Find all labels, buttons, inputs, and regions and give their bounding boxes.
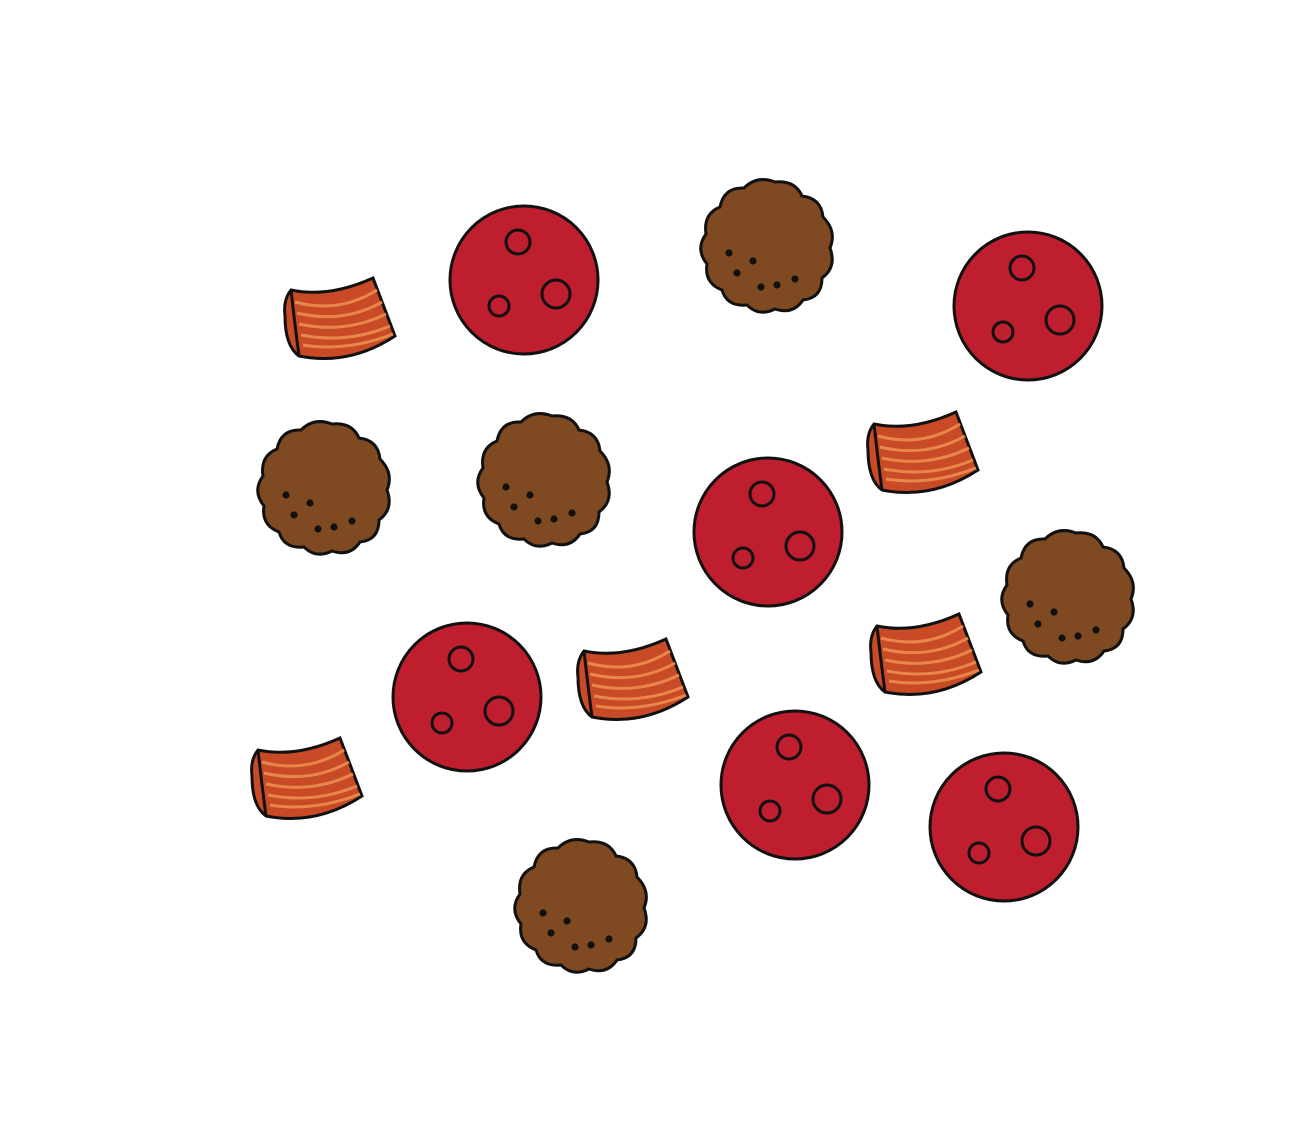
pepperoni-slice-icon (391, 621, 543, 773)
meatball-icon (699, 178, 834, 314)
bacon-strip-icon (866, 410, 980, 494)
pepperoni-slice-icon (719, 709, 871, 861)
bacon-strip-icon (576, 637, 690, 721)
bacon-strip-icon (250, 736, 364, 820)
pepperoni-slice-icon (928, 751, 1080, 903)
bacon-strip-icon (283, 276, 397, 360)
meatball-icon (476, 412, 611, 548)
pepperoni-slice-icon (952, 230, 1104, 382)
meatball-icon (1000, 529, 1135, 665)
meatball-icon (256, 420, 391, 556)
pepperoni-slice-icon (448, 204, 600, 356)
pepperoni-slice-icon (692, 456, 844, 608)
bacon-strip-icon (869, 612, 983, 696)
meatball-icon (513, 838, 648, 974)
